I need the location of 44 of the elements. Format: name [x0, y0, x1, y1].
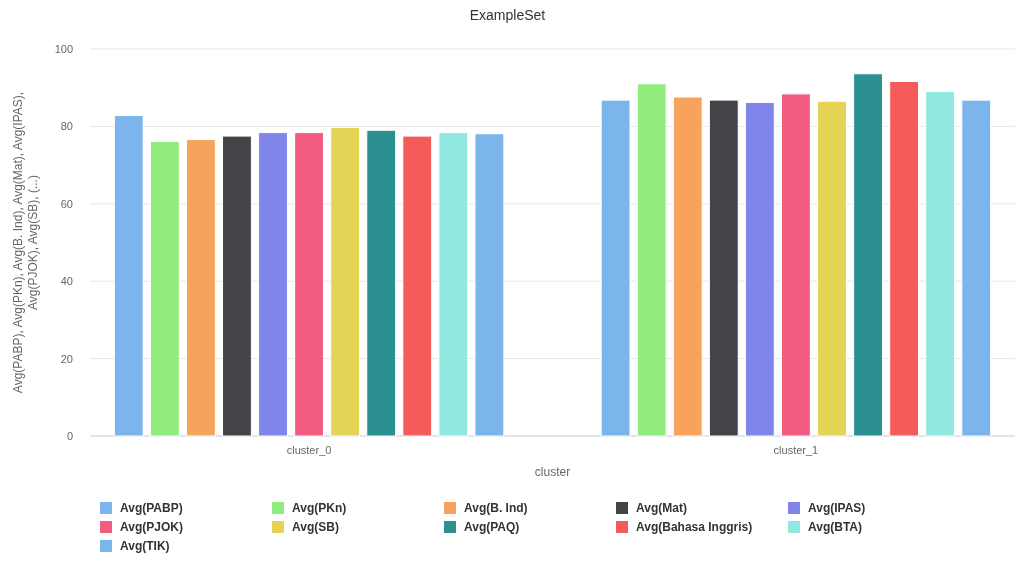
- y-tick-label: 100: [54, 43, 73, 55]
- legend-label: Avg(BTA): [808, 520, 862, 534]
- bar: [925, 91, 956, 437]
- bar: [330, 127, 361, 437]
- legend-label: Avg(PABP): [120, 501, 183, 515]
- x-axis-title: cluster: [534, 465, 571, 479]
- legend-label: Avg(PAQ): [464, 520, 520, 534]
- legend-label: Avg(IPAS): [808, 501, 866, 515]
- bar: [149, 140, 180, 437]
- bar: [113, 115, 144, 437]
- legend-label: Avg(TIK): [120, 539, 170, 553]
- bar: [474, 133, 505, 437]
- legend-label: Avg(Bahasa Inggris): [636, 520, 753, 534]
- y-tick-label: 20: [60, 352, 73, 365]
- bar: [961, 99, 992, 437]
- bar: [744, 101, 775, 437]
- legend-label: Avg(Mat): [636, 501, 687, 515]
- bar: [258, 132, 288, 437]
- legend-label: Avg(PJOK): [120, 520, 183, 534]
- bar: [672, 96, 703, 437]
- chart-title: ExampleSet: [469, 7, 546, 23]
- x-tick-label: cluster_1: [773, 444, 819, 456]
- y-tick-label: 60: [60, 197, 73, 210]
- bar: [402, 135, 433, 437]
- bar: [222, 135, 252, 437]
- bar: [817, 100, 847, 437]
- bar: [185, 139, 216, 437]
- bar: [781, 93, 811, 437]
- y-tick-label: 40: [60, 275, 73, 288]
- legend-label: Avg(PKn): [292, 501, 347, 515]
- bar: [438, 132, 469, 437]
- y-tick-label: 0: [66, 430, 73, 442]
- legend-label: Avg(SB): [292, 520, 339, 534]
- y-axis-title: Avg(PABP), Avg(PKn), Avg(B. Ind), Avg(Mat), Avg(IPAS), Avg(PJOK), Avg(SB), (...): [11, 91, 40, 394]
- y-tick-label: 80: [60, 120, 73, 133]
- bar: [366, 129, 397, 437]
- bar: [889, 81, 920, 437]
- legend-label: Avg(B. Ind): [464, 501, 528, 515]
- bar: [708, 99, 739, 437]
- x-tick-label: cluster_0: [286, 444, 332, 456]
- bar: [294, 132, 324, 437]
- bar: [853, 73, 883, 437]
- bar: [600, 99, 631, 437]
- bar: [636, 83, 667, 437]
